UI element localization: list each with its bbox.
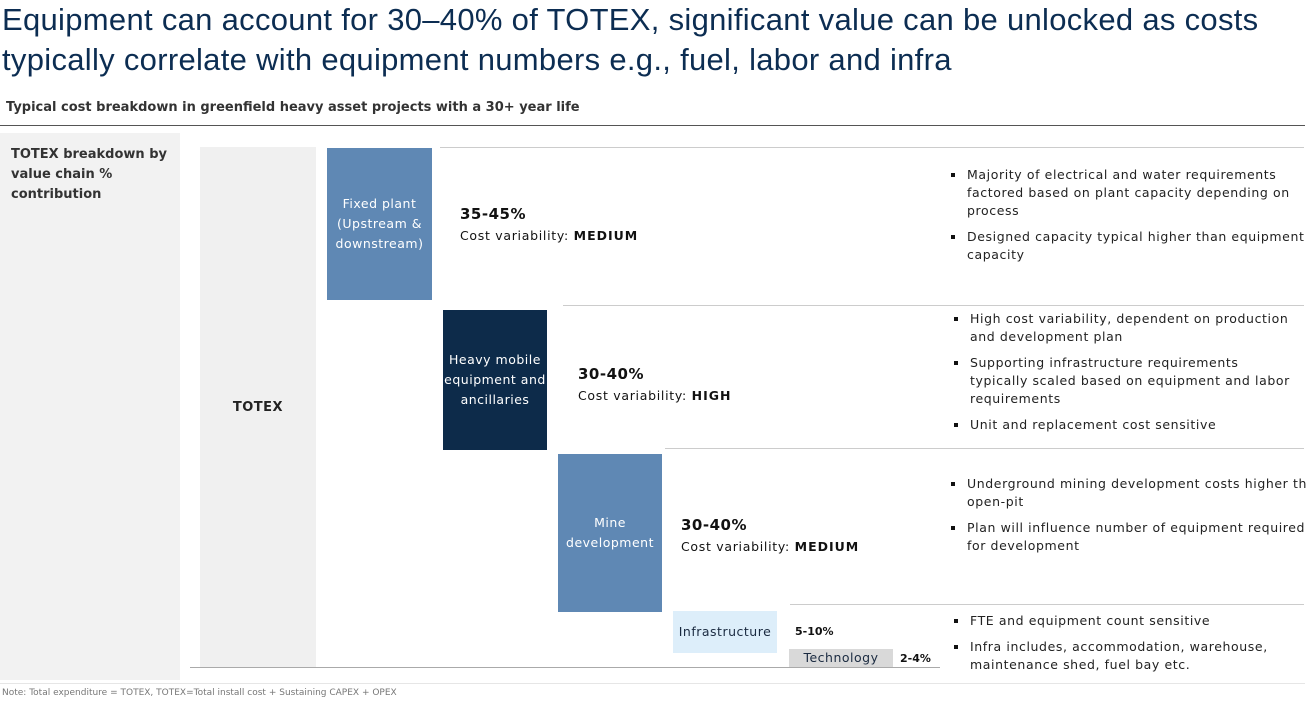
- bullet: Designed capacity typical higher than eq…: [951, 228, 1307, 264]
- variability-level: HIGH: [691, 388, 732, 403]
- segment-label: Fixed plant (Upstream & downstream): [335, 196, 424, 251]
- note: Note: Total expenditure = TOTEX, TOTEX=T…: [2, 688, 397, 698]
- totex-bar: [200, 147, 316, 667]
- variability-level: MEDIUM: [573, 228, 639, 243]
- bullet-list: Underground mining development costs hig…: [949, 475, 1307, 563]
- left-panel: [0, 133, 180, 680]
- segment-label: Mine development: [566, 515, 654, 550]
- segment-share: 2-4%: [900, 652, 931, 665]
- segment-share: 5-10%: [795, 625, 834, 638]
- variability: Cost variability: MEDIUM: [681, 539, 859, 554]
- variability-label: Cost variability:: [460, 228, 569, 243]
- bullet: Plan will influence number of equipment …: [951, 519, 1307, 555]
- rule: [0, 125, 1305, 126]
- bullet: Infra includes, accommodation, warehouse…: [954, 638, 1307, 674]
- left-panel-label: TOTEX breakdown by value chain % contrib…: [11, 147, 167, 202]
- segment-share: 35-45%: [460, 205, 527, 223]
- title: Equipment can account for 30–40% of TOTE…: [2, 2, 1259, 77]
- bullet-list: High cost variability, dependent on prod…: [952, 310, 1300, 442]
- variability-label: Cost variability:: [578, 388, 687, 403]
- segment-label: Technology: [803, 650, 879, 665]
- subtitle: Typical cost breakdown in greenfield hea…: [6, 100, 580, 115]
- footer-rule: [0, 683, 1305, 684]
- bullet: Underground mining development costs hig…: [951, 475, 1307, 511]
- segment-box: Infrastructure: [673, 611, 777, 653]
- separator: [665, 448, 1304, 449]
- totex-label: TOTEX: [232, 400, 284, 415]
- bullet: High cost variability, dependent on prod…: [954, 310, 1300, 346]
- separator: [563, 305, 1304, 306]
- variability-level: MEDIUM: [794, 539, 860, 554]
- segment-share: 30-40%: [681, 516, 748, 534]
- baseline: [190, 667, 940, 668]
- variability: Cost variability: HIGH: [578, 388, 731, 403]
- segment-label: Infrastructure: [678, 624, 772, 639]
- bullet-list: FTE and equipment count sensitive Infra …: [952, 612, 1307, 682]
- variability-label: Cost variability:: [681, 539, 790, 554]
- segment-box: Mine development: [558, 454, 662, 612]
- separator: [440, 147, 1304, 148]
- segment-label: Heavy mobile equipment and ancillaries: [444, 352, 546, 407]
- bullet-list: Majority of electrical and water require…: [949, 166, 1307, 272]
- separator: [790, 604, 1304, 605]
- bullet: Majority of electrical and water require…: [951, 166, 1307, 220]
- segment-box: Technology: [789, 649, 893, 667]
- segment-box: Heavy mobile equipment and ancillaries: [443, 310, 547, 450]
- variability: Cost variability: MEDIUM: [460, 228, 638, 243]
- bullet: Unit and replacement cost sensitive: [954, 416, 1300, 434]
- bullet: FTE and equipment count sensitive: [954, 612, 1307, 630]
- bullet: Supporting infrastructure requirements t…: [954, 354, 1300, 408]
- segment-share: 30-40%: [578, 365, 645, 383]
- segment-box: Fixed plant (Upstream & downstream): [327, 148, 432, 300]
